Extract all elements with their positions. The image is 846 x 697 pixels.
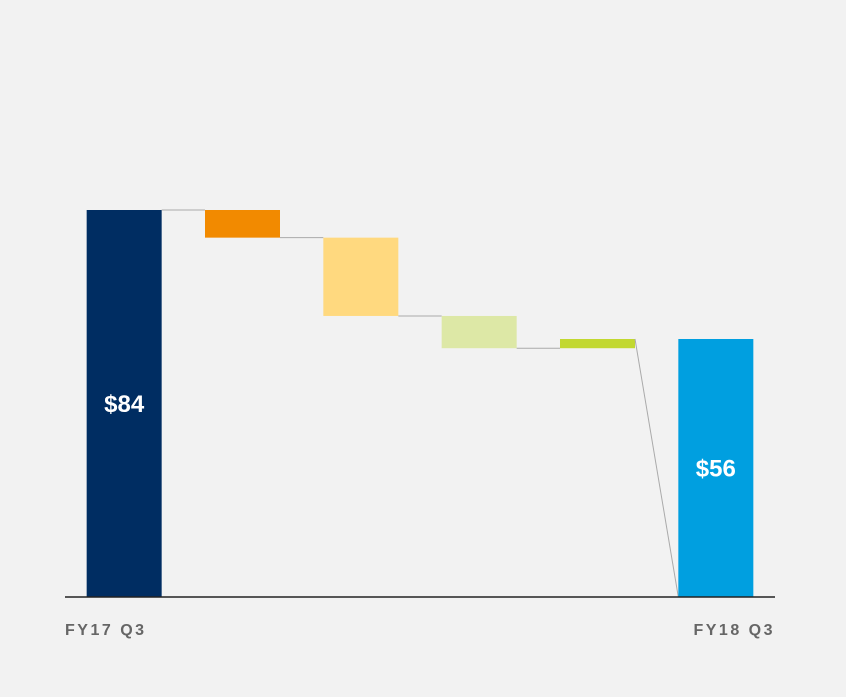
bar <box>323 237 399 316</box>
bar <box>205 210 280 238</box>
x-tick-label: FY17 Q3 <box>65 622 147 639</box>
value-label: $56 <box>696 455 736 482</box>
bar <box>678 339 754 597</box>
bar <box>86 210 162 597</box>
bar <box>560 339 635 349</box>
value-label: $84 <box>104 391 145 418</box>
x-tick-label: FY18 Q3 <box>693 622 775 639</box>
bar <box>441 315 517 349</box>
connector <box>634 338 679 598</box>
